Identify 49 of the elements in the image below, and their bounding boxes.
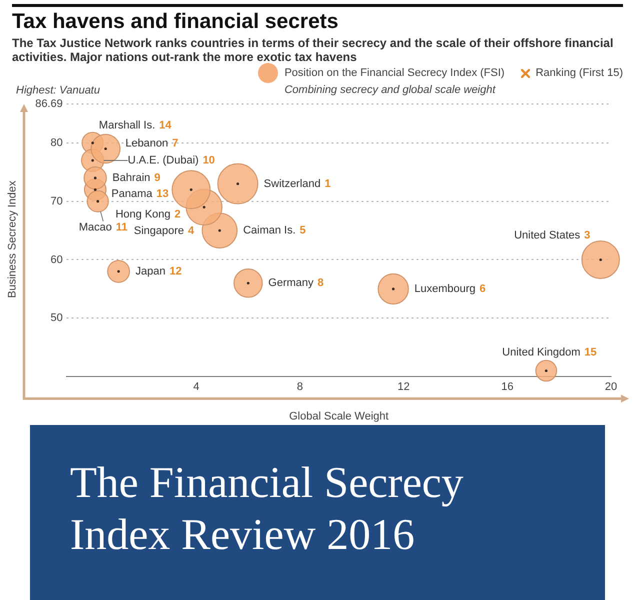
- y-tick-label: 86.69: [35, 98, 63, 110]
- y-tick-label: 70: [50, 195, 63, 208]
- annotation: 5: [300, 224, 306, 237]
- series-label: Hong Kong: [115, 208, 171, 220]
- series-label: Marshall Is.: [98, 120, 156, 132]
- annotation: 13: [156, 188, 169, 200]
- text: Combining secrecy and global scale weight: [284, 84, 497, 96]
- series-label: Luxembourg: [414, 282, 476, 295]
- series-label: Singapore: [134, 224, 184, 237]
- series-label: Switzerland: [264, 178, 321, 190]
- annotation: 4: [188, 224, 196, 237]
- series-label: Panama: [111, 188, 154, 200]
- text: Position on the Financial Secrecy Index (FSI): [284, 67, 505, 79]
- y-tick-label: 60: [50, 254, 63, 266]
- series-label: Germany: [268, 277, 314, 290]
- annotation: 8: [318, 277, 324, 290]
- annotation: 15: [584, 346, 597, 358]
- x-tick-label: 4: [193, 381, 200, 394]
- chart-subtitle: The Tax Justice Network ranks countries in terms of their secrecy and the scale of their offshore financial activities. Major nations out-rank the more exotic tax havens: [12, 36, 614, 64]
- y-tick-label: 50: [50, 312, 63, 324]
- annotation: 6: [480, 282, 486, 295]
- text: U.A.E. (Dubai): [128, 154, 199, 166]
- series-label: United Kingdom: [502, 346, 580, 358]
- annotation: 9: [154, 172, 160, 184]
- y-tick-label: 80: [50, 136, 63, 149]
- text: Highest: Vanuatu: [16, 84, 100, 97]
- series-label: Lebanon: [125, 137, 168, 150]
- annotation: 14: [159, 120, 172, 132]
- series-label: Japan: [136, 265, 166, 278]
- x-tick-label: 12: [398, 381, 410, 394]
- x-tick-label: 20: [604, 381, 618, 394]
- series-label: Bahrain: [112, 172, 150, 184]
- x-tick-label: 16: [501, 381, 514, 394]
- x-tick-label: 8: [296, 381, 304, 394]
- series-label: United States: [514, 229, 581, 242]
- annotation: 12: [169, 265, 182, 278]
- text: The Financial Secrecy Index Review 2016: [70, 457, 464, 561]
- annotation: 11: [116, 222, 128, 234]
- series-label: Caiman Is.: [243, 224, 296, 237]
- annotation: 3: [584, 229, 590, 242]
- chart-title: Tax havens and financial secrets: [12, 10, 340, 34]
- annotation: 1: [324, 178, 331, 190]
- x-axis-title: Global Scale Weight: [289, 410, 389, 422]
- annotation: 7: [172, 137, 178, 150]
- annotation: 2: [174, 208, 181, 220]
- annotation: 10: [202, 154, 215, 166]
- text: Ranking (First 15): [536, 67, 623, 79]
- series-label: Macao: [78, 222, 112, 234]
- y-axis-title: Business Secrecy Index: [6, 180, 19, 298]
